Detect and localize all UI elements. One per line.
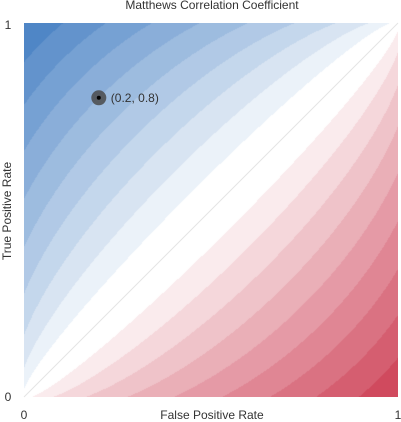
y-tick-top: 1 [5,18,12,32]
diagonal-layer [23,22,399,398]
point-marker-center [96,95,101,100]
x-tick-left: 0 [21,408,28,422]
marker-layer: (0.2, 0.8) [91,90,159,106]
zero-mcc-diagonal [23,22,399,398]
y-tick-bottom: 0 [5,390,12,404]
y-axis-label: True Positive Rate [0,162,14,261]
chart-title: Matthews Correlation Coefficient [125,0,299,12]
x-axis-label: False Positive Rate [160,408,264,422]
point-marker-label: (0.2, 0.8) [111,91,159,105]
x-tick-right: 1 [395,408,401,422]
